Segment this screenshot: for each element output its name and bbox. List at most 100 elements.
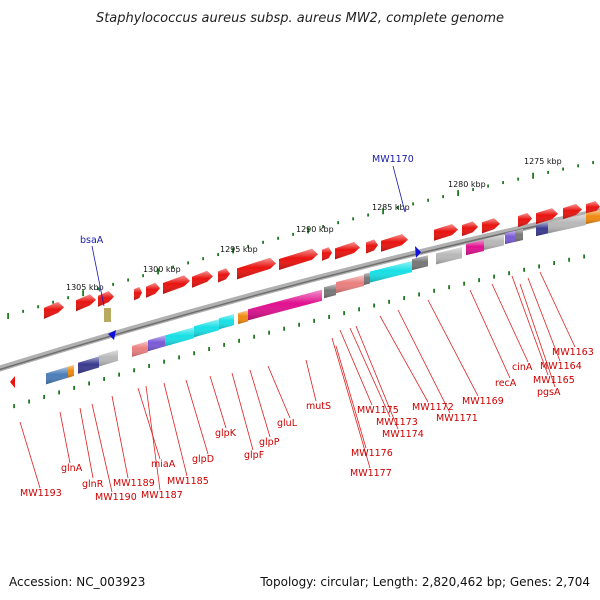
leader-line — [19, 421, 41, 489]
gene-block-shade — [462, 221, 478, 237]
kbp-tick — [352, 217, 354, 221]
gene-label-MW1190: MW1190 — [95, 492, 137, 503]
kbp-tick — [517, 177, 519, 181]
kbp-tick — [337, 221, 339, 225]
gene-label-mutS: mutS — [306, 401, 331, 412]
kbp-tick — [262, 240, 264, 244]
gene-block-shade — [219, 314, 234, 330]
kbp-tick — [307, 227, 309, 234]
inner-tick — [388, 299, 390, 304]
inner-tick — [568, 257, 570, 262]
kbp-tick — [22, 309, 24, 313]
gene-label-MW1169: MW1169 — [462, 396, 504, 407]
leader-line — [59, 411, 71, 464]
inner-tick — [58, 390, 60, 395]
inner-tick — [463, 281, 465, 286]
kbp-tick — [277, 236, 279, 240]
inner-tick — [478, 278, 480, 283]
gene-block-shade — [370, 261, 412, 283]
inner-tick — [343, 311, 345, 316]
leader-line — [511, 275, 549, 376]
MW1193-feature — [10, 376, 15, 388]
inner-tick — [583, 254, 585, 259]
inner-tick — [238, 338, 240, 343]
gene-block-shade — [484, 234, 504, 250]
gene-block-shade — [99, 349, 118, 367]
gene-block-shade — [238, 310, 248, 325]
genome-summary-text: Topology: circular; Length: 2,820,462 bp… — [259, 575, 590, 589]
leader-line — [519, 283, 556, 388]
gene-label-MW1173: MW1173 — [376, 417, 418, 428]
gene-block-shade — [46, 366, 68, 385]
gene-block-shade — [515, 229, 523, 242]
leader-line — [335, 345, 367, 449]
inner-tick — [148, 363, 150, 368]
inner-tick — [373, 303, 375, 308]
leader-line — [331, 337, 371, 469]
gene-label-MW1175: MW1175 — [357, 405, 399, 416]
kbp-label-1280: 1280 kbp — [448, 180, 486, 189]
kbp-tick — [322, 225, 324, 229]
kbp-label-1295: 1295 kbp — [220, 245, 258, 254]
kbp-tick — [37, 305, 39, 309]
gene-block-shade — [536, 222, 548, 237]
inner-tick — [178, 355, 180, 360]
gene-block-shade — [322, 247, 332, 261]
kbp-label-1290: 1290 kbp — [296, 225, 334, 234]
gene-label-recA: recA — [495, 378, 517, 389]
gene-block-shade — [436, 247, 462, 265]
leader-line — [491, 283, 529, 363]
kbp-tick — [202, 257, 204, 261]
inner-tick — [253, 334, 255, 339]
gene-block-shade — [44, 301, 64, 319]
kbp-tick — [232, 247, 234, 254]
kbp-label-1300: 1300 kbp — [143, 265, 181, 274]
gene-label-MW1171: MW1171 — [436, 413, 478, 424]
gene-label-MW1189: MW1189 — [113, 478, 155, 489]
kbp-tick — [457, 190, 459, 197]
blue-label-MW1170: MW1170 — [372, 154, 414, 165]
gene-block-shade — [518, 212, 532, 228]
gene-block-shade — [505, 230, 515, 245]
inner-tick — [118, 372, 120, 377]
inner-tick — [13, 404, 15, 409]
leader-line — [185, 379, 209, 455]
inner-tick — [403, 296, 405, 301]
leader-line — [427, 299, 479, 397]
gene-block-shade — [98, 291, 114, 307]
kbp-label-1275: 1275 kbp — [524, 157, 562, 166]
gene-block-shade — [68, 364, 74, 378]
genome-backbone — [0, 208, 600, 372]
gene-block-shade — [218, 268, 230, 283]
gene-label-glpD: glpD — [192, 454, 214, 465]
inner-tick — [313, 318, 315, 323]
leader-line — [145, 385, 161, 491]
kbp-tick — [592, 161, 594, 165]
gene-block-shade — [324, 284, 336, 299]
gene-label-MW1174: MW1174 — [382, 429, 424, 440]
inner-tick — [433, 288, 435, 293]
kbp-tick — [562, 167, 564, 171]
gene-label-MW1165: MW1165 — [533, 375, 575, 386]
gene-label-MW1185: MW1185 — [167, 476, 209, 487]
gene-label-MW1164: MW1164 — [540, 361, 582, 372]
kbp-tick — [412, 202, 414, 206]
kbp-tick — [367, 213, 369, 217]
gene-label-MW1163: MW1163 — [552, 347, 594, 358]
gene-block-shade — [563, 203, 582, 220]
kbp-tick — [112, 282, 114, 286]
leader-line — [163, 382, 188, 477]
inner-tick — [508, 271, 510, 276]
inner-tick — [493, 274, 495, 279]
bsaA-feature — [104, 308, 111, 322]
gene-block-shade — [536, 208, 558, 225]
leader-line — [339, 329, 373, 406]
accession-text: Accession: NC_003923 — [9, 575, 145, 589]
gene-block-shade — [237, 257, 276, 280]
gene-block-shade — [194, 319, 219, 338]
kbp-tick — [67, 296, 69, 300]
gene-block-shade — [466, 239, 484, 256]
inner-tick — [193, 351, 195, 356]
kbp-tick — [487, 184, 489, 188]
